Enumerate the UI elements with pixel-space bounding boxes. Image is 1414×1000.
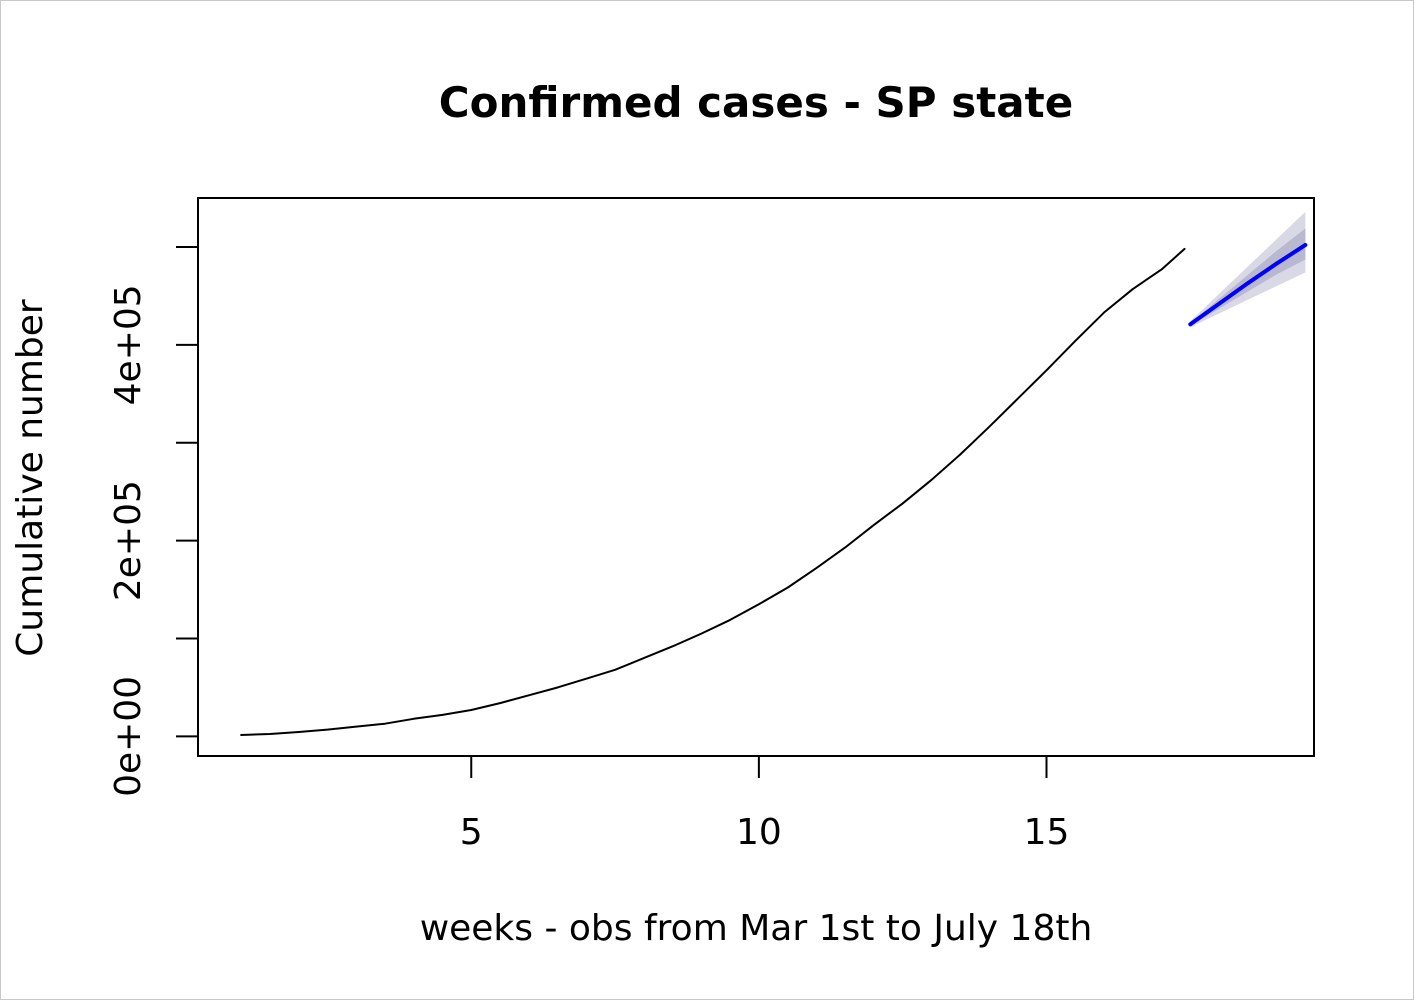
forecast-band-outer xyxy=(1190,211,1306,328)
chart-title: Confirmed cases - SP state xyxy=(439,78,1073,127)
x-tick-label-15: 15 xyxy=(1024,812,1070,853)
y-tick-label-400000: 4e+05 xyxy=(108,284,149,405)
observed-line xyxy=(240,247,1186,736)
x-tick-label-10: 10 xyxy=(736,812,782,853)
forecast-line xyxy=(1188,242,1308,327)
plot-area-border xyxy=(197,197,1315,757)
x-axis-label: weeks - obs from Mar 1st to July 18th xyxy=(420,908,1093,949)
y-tick-label-200000: 2e+05 xyxy=(108,480,149,601)
y-axis-label: Cumulative number xyxy=(10,299,51,657)
x-tick-label-5: 5 xyxy=(460,812,483,853)
y-tick-label-0: 0e+00 xyxy=(108,676,149,797)
